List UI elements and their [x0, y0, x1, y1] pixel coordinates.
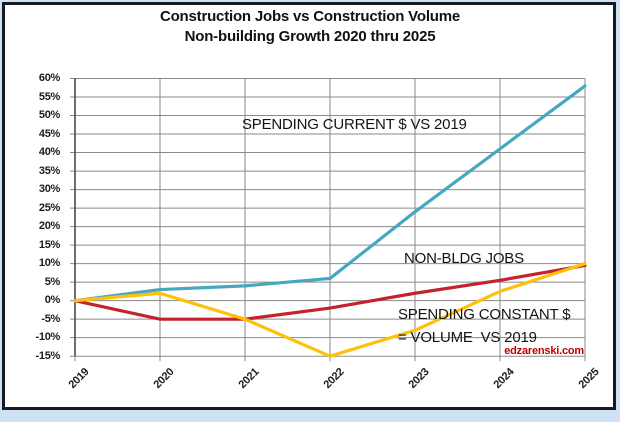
- annotation-spending-constant-line1: SPENDING CONSTANT $: [398, 306, 571, 323]
- series-line-0: [73, 84, 587, 303]
- series-line-2: [73, 262, 587, 358]
- watermark-edzarenski: edzarenski.com: [504, 345, 584, 357]
- chart-title-line2: Non-building Growth 2020 thru 2025: [184, 28, 436, 45]
- annotation-spending-current: SPENDING CURRENT $ VS 2019: [242, 116, 467, 133]
- chart-title: Construction Jobs vs Construction Volume…: [0, 7, 620, 47]
- chart-title-line1: Construction Jobs vs Construction Volume: [159, 8, 461, 25]
- chart-frame: [2, 2, 616, 410]
- series-line-1: [73, 263, 587, 321]
- annotation-nonbldg-jobs: NON-BLDG JOBS: [404, 250, 524, 267]
- annotation-spending-constant-line2: = VOLUME VS 2019: [398, 329, 537, 346]
